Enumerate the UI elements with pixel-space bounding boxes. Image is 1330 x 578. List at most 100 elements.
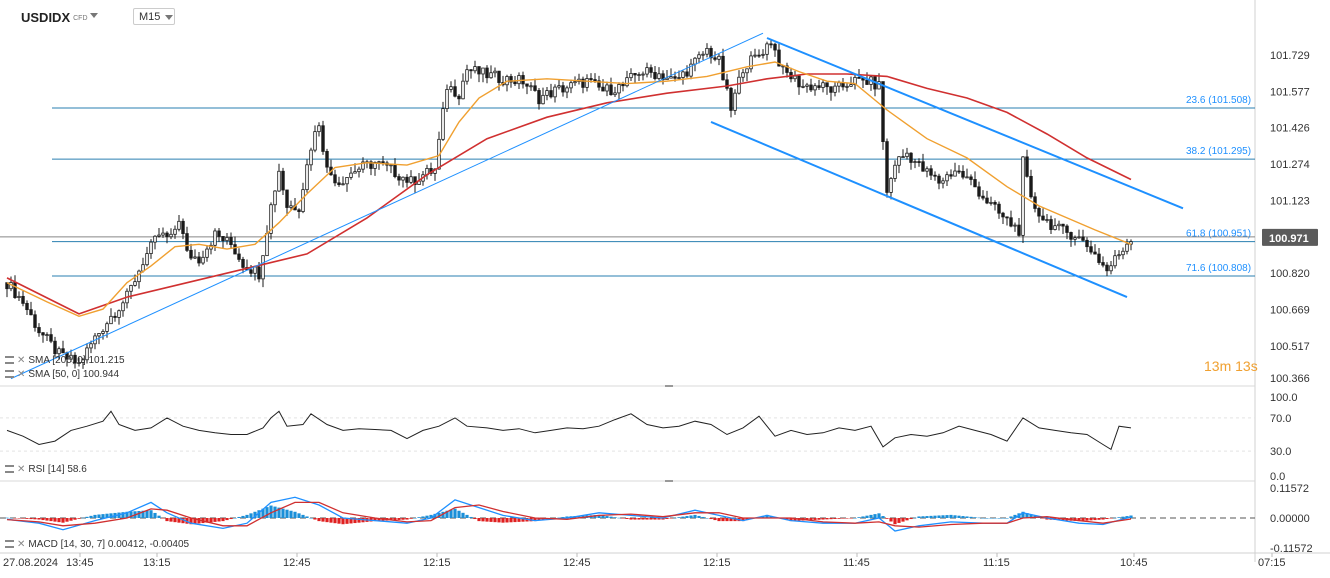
macd-histogram-bar: [625, 518, 629, 519]
candle: [161, 227, 165, 238]
legend-macd[interactable]: ✕ MACD [14, 30, 7] 0.00412, -0.00405: [5, 539, 189, 550]
legend-sma50-name: SMA [50, 0]: [28, 369, 81, 380]
macd-histogram-bar: [729, 518, 733, 522]
time-tick-label: 27.08.2024: [3, 557, 58, 569]
candle: [37, 323, 41, 337]
legend-sma50[interactable]: ✕ SMA [50, 0] 100.944: [5, 369, 119, 380]
sma50-line: [6, 61, 1132, 318]
settings-icon[interactable]: [5, 356, 14, 365]
legend-rsi[interactable]: ✕ RSI [14] 58.6: [5, 464, 87, 475]
countdown-sec-unit: s: [1250, 358, 1258, 374]
macd-histogram-bar: [465, 514, 469, 518]
macd-histogram-bar: [677, 517, 681, 518]
macd-histogram-bar: [837, 518, 841, 519]
macd-histogram-bar: [865, 515, 869, 518]
candle-body: [1053, 225, 1057, 230]
candle: [481, 67, 485, 83]
macd-histogram-bar: [109, 513, 113, 518]
candle: [989, 196, 993, 206]
macd-histogram-bar: [917, 516, 921, 518]
settings-icon[interactable]: [5, 370, 14, 379]
candle-body: [817, 85, 821, 88]
candle-body: [289, 205, 293, 208]
macd-histogram-bar: [793, 518, 797, 521]
macd-histogram-bar: [765, 514, 769, 518]
macd-histogram-bar: [21, 518, 25, 519]
candle-body: [1057, 223, 1061, 227]
candle: [505, 74, 509, 92]
candle: [85, 343, 89, 364]
candle: [209, 242, 213, 255]
candle: [617, 82, 621, 100]
settings-icon[interactable]: [5, 465, 14, 474]
candle-body: [97, 333, 101, 337]
candle-body: [641, 73, 645, 76]
macd-histogram-bar: [209, 518, 213, 523]
candle-body: [981, 195, 985, 199]
macd-histogram-bar: [977, 517, 981, 519]
candle: [669, 68, 673, 79]
candle-body: [441, 108, 445, 140]
timeframe-selector[interactable]: M15: [133, 8, 175, 25]
candle-body: [457, 95, 461, 100]
macd-histogram-bar: [269, 505, 273, 518]
candle: [261, 255, 265, 288]
candle-body: [469, 69, 473, 72]
candle: [717, 53, 721, 66]
macd-histogram-bar: [433, 513, 437, 518]
macd-histogram-bar: [1081, 518, 1085, 521]
macd-histogram-bar: [481, 518, 485, 522]
candle-body: [173, 228, 177, 235]
candle: [813, 83, 817, 96]
candle: [401, 176, 405, 188]
candle: [193, 249, 197, 259]
macd-histogram-bar: [129, 511, 133, 518]
macd-histogram-bar: [33, 518, 37, 520]
candle: [945, 171, 949, 187]
macd-histogram-bar: [341, 518, 345, 525]
candle-body: [85, 347, 89, 361]
candle-body: [1045, 219, 1049, 221]
macd-histogram-bar: [989, 518, 993, 519]
price-tick-label: 100.669: [1270, 304, 1310, 316]
candle-body: [601, 86, 605, 92]
candle-body: [773, 43, 777, 51]
macd-histogram-bar: [513, 518, 517, 523]
close-icon[interactable]: ✕: [17, 539, 26, 550]
symbol-selector[interactable]: USDIDX CFD: [21, 10, 88, 25]
settings-icon[interactable]: [5, 540, 14, 549]
candle: [533, 78, 537, 92]
candle-body: [945, 174, 949, 182]
candle-body: [665, 77, 669, 81]
close-icon[interactable]: ✕: [17, 355, 26, 366]
macd-histogram-bar: [701, 516, 705, 518]
candle-body: [1009, 217, 1013, 227]
close-icon[interactable]: ✕: [17, 369, 26, 380]
macd-histogram-bar: [825, 518, 829, 520]
candle: [197, 251, 201, 267]
macd-histogram-bar: [461, 512, 465, 518]
candle: [705, 43, 709, 58]
price-tick-label: 101.274: [1270, 159, 1310, 171]
candle: [549, 83, 553, 99]
candle: [993, 200, 997, 211]
candle: [341, 176, 345, 186]
candle-body: [373, 161, 377, 169]
candle: [49, 328, 53, 344]
candle: [1009, 210, 1013, 228]
candle-body: [713, 57, 717, 60]
macd-histogram-bar: [981, 518, 985, 519]
legend-sma200[interactable]: ✕ SMA [200, 0] 101.215: [5, 355, 125, 366]
close-icon[interactable]: ✕: [17, 464, 26, 475]
candle-body: [929, 168, 933, 176]
macd-histogram-bar: [309, 518, 313, 519]
candle: [905, 147, 909, 160]
macd-histogram-bar: [13, 518, 17, 519]
candle: [685, 65, 689, 78]
macd-histogram-bar: [661, 518, 665, 520]
macd-histogram-bar: [893, 518, 897, 525]
macd-histogram-bar: [809, 518, 813, 521]
macd-histogram-bar: [293, 511, 297, 518]
symbol-dropdown-icon[interactable]: [90, 13, 98, 18]
